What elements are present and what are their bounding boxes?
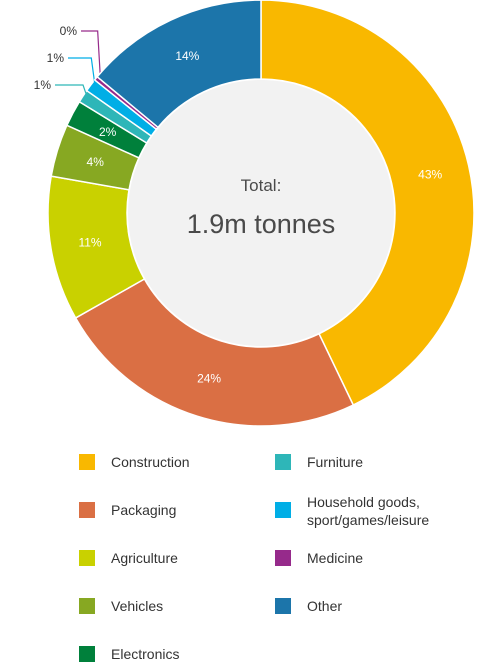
legend-swatch [275,598,291,614]
slice-packaging [74,278,355,427]
slice-label-vehicles: 4% [87,155,105,169]
legend-swatch [275,502,291,518]
slice-label-other: 14% [175,49,199,63]
legend-label: Other [307,598,343,614]
legend-label: Packaging [111,502,177,518]
legend-item-other: Other [275,597,342,615]
legend-swatch [275,454,291,470]
legend-item-household-goods-sport-games-leisure: Household goods, sport/games/leisure [275,493,429,529]
leader-line-household-goods-sport-games-leisure [68,57,97,89]
legend-label: Household goods, sport/games/leisure [307,494,430,528]
leader-line-medicine [81,30,102,83]
legend-label: Furniture [307,454,364,470]
legend-item-vehicles: Vehicles [79,597,163,615]
slice-label-packaging: 24% [197,372,221,386]
legend-label: Agriculture [111,550,178,566]
legend-label: Medicine [307,550,364,566]
legend-swatch [79,502,95,518]
slice-other [96,0,262,129]
legend-swatch [79,646,95,662]
outer-label-medicine: 0% [60,24,78,38]
legend-item-electronics: Electronics [79,645,179,663]
legend-label: Vehicles [111,598,164,614]
leader-line-furniture [55,84,89,100]
donut-chart-svg: 43% 24% 11% 4% 2% 1% 1% 0% 14% Total: 1.9m tonnes [34,0,475,427]
slice-label-electronics: 2% [99,125,117,139]
legend-item-medicine: Medicine [275,549,363,567]
center-value: 1.9m tonnes [187,209,336,239]
legend-label: Electronics [111,646,180,662]
legend-swatch [79,598,95,614]
outer-label-furniture: 1% [34,78,52,92]
legend-label: Construction [111,454,190,470]
outer-label-household-goods-sport-games-leisure: 1% [47,51,65,65]
legend-item-furniture: Furniture [275,453,363,471]
legend-item-construction: Construction [79,453,190,471]
slice-construction [260,0,475,406]
donut-center [128,80,394,346]
legend-swatch [79,454,95,470]
slice-label-agriculture: 11% [78,235,101,249]
legend-swatch [79,550,95,566]
slice-label-construction: 43% [418,167,442,181]
center-title: Total: [241,176,282,195]
legend-swatch [275,550,291,566]
legend-item-agriculture: Agriculture [79,549,178,567]
legend-item-packaging: Packaging [79,501,176,519]
